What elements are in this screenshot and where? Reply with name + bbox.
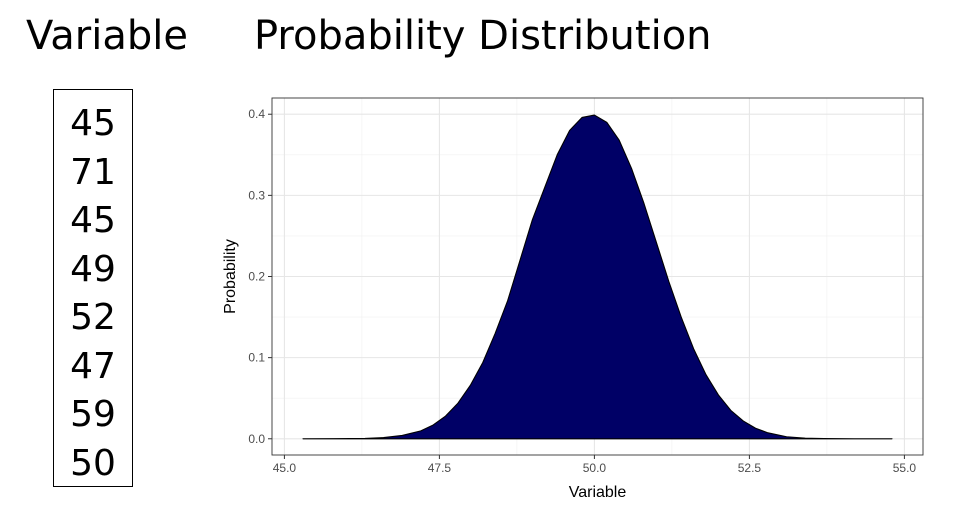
variable-value: 45 <box>70 103 116 144</box>
variable-value: 59 <box>70 394 116 435</box>
variable-value: 47 <box>70 345 116 387</box>
x-tick-label: 45.0 <box>273 461 297 475</box>
variable-heading: Variable <box>26 13 188 59</box>
variable-value: 52 <box>70 297 116 338</box>
x-tick-label: 50.0 <box>583 461 607 475</box>
distribution-heading: Probability Distribution <box>254 13 712 59</box>
y-tick-label: 0.0 <box>248 432 265 446</box>
variable-values-box: 45 71 45 49 52 47 59 50 <box>53 89 133 487</box>
variable-value: 50 <box>70 442 116 484</box>
variable-value: 71 <box>70 151 116 193</box>
x-tick-label: 52.5 <box>738 461 762 475</box>
variable-value: 45 <box>70 200 116 241</box>
y-tick-label: 0.2 <box>248 270 265 284</box>
variable-value: 49 <box>70 248 116 290</box>
density-area <box>302 114 893 440</box>
y-tick-label: 0.4 <box>248 107 265 121</box>
y-tick-label: 0.1 <box>248 351 265 365</box>
x-tick-label: 55.0 <box>893 461 917 475</box>
y-tick-label: 0.3 <box>248 188 265 202</box>
x-axis-title: Variable <box>569 484 627 501</box>
probability-chart: 45.0 47.5 50.0 52.5 55.0 0.0 0.1 0.2 0.3 0.4 Varia… <box>222 97 924 501</box>
y-axis-title: Probability <box>222 239 239 314</box>
variable-values-list: 45 71 45 49 52 47 59 50 <box>54 90 132 488</box>
x-tick-label: 47.5 <box>428 461 452 475</box>
